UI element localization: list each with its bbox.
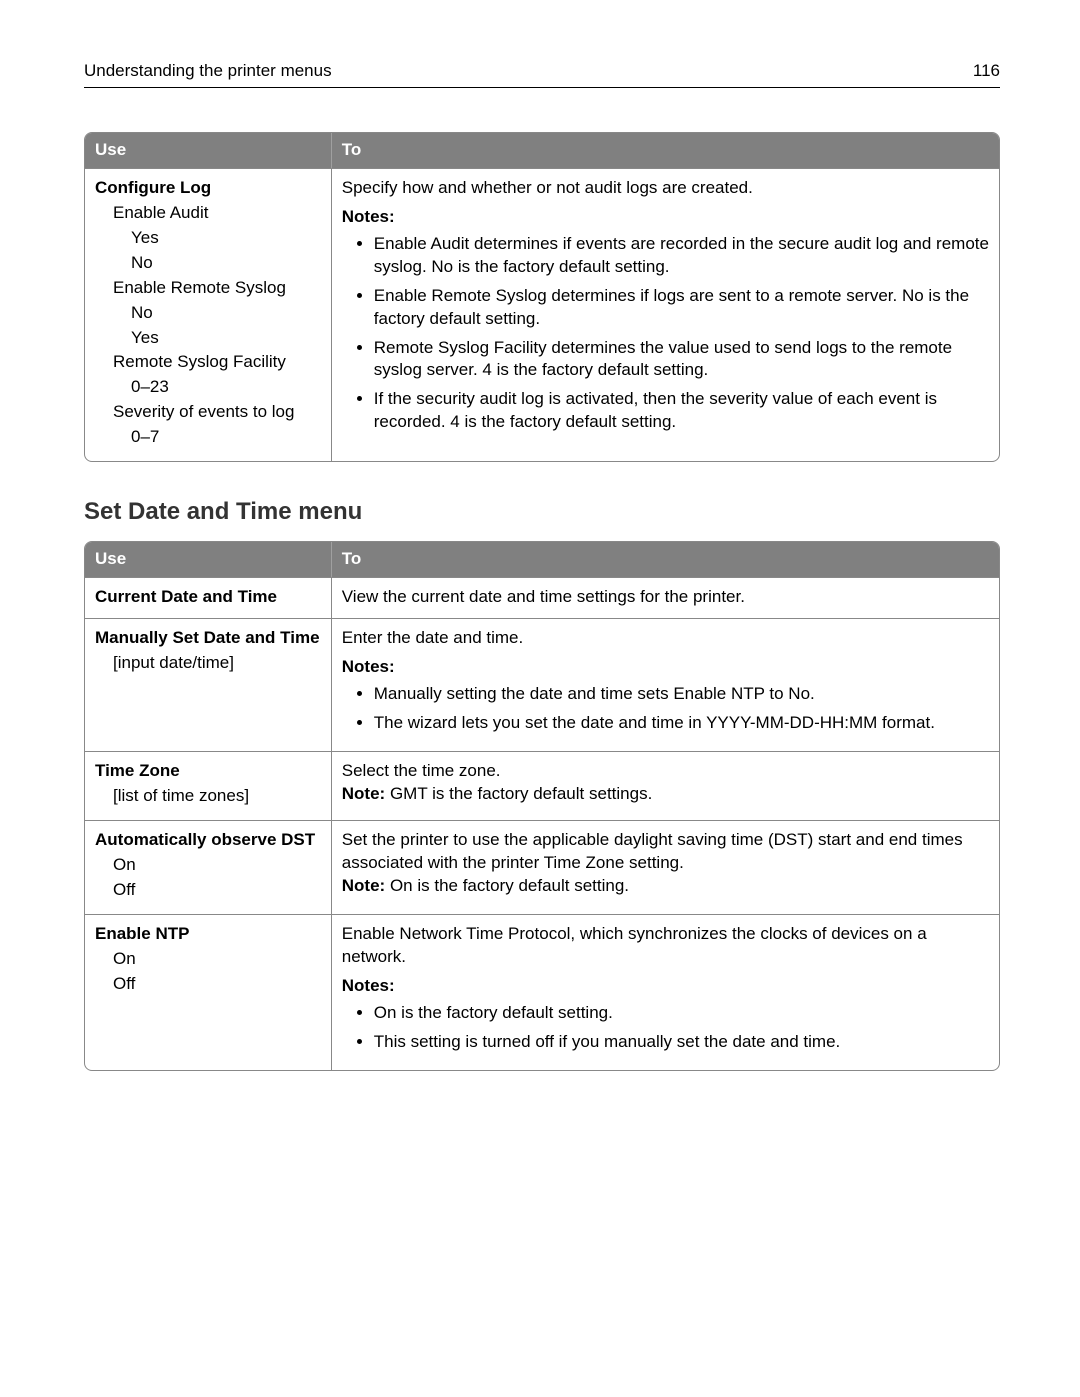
configure-log-notes-label: Notes: [342, 206, 989, 229]
timezone-intro: Select the time zone. [342, 760, 989, 783]
table1-to-cell: Specify how and whether or not audit log… [332, 168, 999, 461]
enable-audit-opt-no: No [95, 252, 321, 275]
dst-intro: Set the printer to use the applicable da… [342, 829, 989, 875]
ntp-title: Enable NTP [95, 923, 321, 946]
ntp-to: Enable Network Time Protocol, which sync… [332, 914, 999, 1070]
current-datetime-use: Current Date and Time [85, 577, 332, 619]
configure-log-note-2: Enable Remote Syslog determines if logs … [374, 285, 989, 331]
manual-datetime-use: Manually Set Date and Time [input date/t… [85, 618, 332, 751]
manual-datetime-note-2: The wizard lets you set the date and tim… [374, 712, 989, 735]
configure-log-intro: Specify how and whether or not audit log… [342, 177, 989, 200]
manual-datetime-note-1: Manually setting the date and time sets … [374, 683, 989, 706]
dst-note-text: On is the factory default setting. [385, 876, 629, 895]
ntp-notes-list: On is the factory default setting. This … [342, 1002, 989, 1054]
timezone-use: Time Zone [list of time zones] [85, 751, 332, 820]
table2-col-to: To [332, 542, 999, 577]
header-page-number: 116 [973, 60, 1000, 83]
current-datetime-intro: View the current date and time settings … [342, 586, 989, 609]
manual-datetime-title: Manually Set Date and Time [95, 627, 321, 650]
timezone-sub: [list of time zones] [95, 785, 321, 808]
manual-datetime-to: Enter the date and time. Notes: Manually… [332, 618, 999, 751]
section-heading: Set Date and Time menu [84, 496, 1000, 528]
table1-col-use: Use [85, 133, 332, 168]
ntp-use: Enable NTP On Off [85, 914, 332, 1070]
row-manual-datetime: Manually Set Date and Time [input date/t… [85, 618, 999, 751]
configure-log-table: Use To Configure Log Enable Audit Yes No… [84, 132, 1000, 462]
running-header: Understanding the printer menus 116 [84, 60, 1000, 88]
configure-log-note-3: Remote Syslog Facility determines the va… [374, 337, 989, 383]
dst-opt-on: On [95, 854, 321, 877]
configure-log-title: Configure Log [95, 177, 321, 200]
table1-col-to: To [332, 133, 999, 168]
dst-title: Automatically observe DST [95, 829, 321, 852]
remote-syslog-facility-label: Remote Syslog Facility [95, 351, 321, 374]
timezone-note: Note: GMT is the factory default setting… [342, 783, 989, 806]
manual-datetime-intro: Enter the date and time. [342, 627, 989, 650]
enable-remote-syslog-opt-yes: Yes [95, 327, 321, 350]
current-datetime-title: Current Date and Time [95, 586, 321, 609]
current-datetime-to: View the current date and time settings … [332, 577, 999, 619]
row-ntp: Enable NTP On Off Enable Network Time Pr… [85, 914, 999, 1070]
severity-range: 0–7 [95, 426, 321, 449]
table1-row: Configure Log Enable Audit Yes No Enable… [85, 168, 999, 461]
row-timezone: Time Zone [list of time zones] Select th… [85, 751, 999, 820]
enable-remote-syslog-label: Enable Remote Syslog [95, 277, 321, 300]
configure-log-notes-list: Enable Audit determines if events are re… [342, 233, 989, 435]
timezone-note-text: GMT is the factory default settings. [385, 784, 652, 803]
dst-opt-off: Off [95, 879, 321, 902]
timezone-to: Select the time zone. Note: GMT is the f… [332, 751, 999, 820]
ntp-opt-off: Off [95, 973, 321, 996]
timezone-note-label: Note: [342, 784, 385, 803]
page: Understanding the printer menus 116 Use … [0, 0, 1080, 1397]
ntp-note-2: This setting is turned off if you manual… [374, 1031, 989, 1054]
severity-label: Severity of events to log [95, 401, 321, 424]
manual-datetime-sub: [input date/time] [95, 652, 321, 675]
dst-note-label: Note: [342, 876, 385, 895]
enable-remote-syslog-opt-no: No [95, 302, 321, 325]
dst-note: Note: On is the factory default setting. [342, 875, 989, 898]
enable-audit-opt-yes: Yes [95, 227, 321, 250]
manual-datetime-notes-label: Notes: [342, 656, 989, 679]
dst-to: Set the printer to use the applicable da… [332, 820, 999, 914]
row-current-datetime: Current Date and Time View the current d… [85, 577, 999, 619]
table2-col-use: Use [85, 542, 332, 577]
header-title: Understanding the printer menus [84, 60, 332, 83]
manual-datetime-notes-list: Manually setting the date and time sets … [342, 683, 989, 735]
timezone-title: Time Zone [95, 760, 321, 783]
configure-log-note-4: If the security audit log is activated, … [374, 388, 989, 434]
dst-use: Automatically observe DST On Off [85, 820, 332, 914]
ntp-opt-on: On [95, 948, 321, 971]
date-time-table: Use To Current Date and Time View the cu… [84, 541, 1000, 1071]
table1-use-cell: Configure Log Enable Audit Yes No Enable… [85, 168, 332, 461]
ntp-intro: Enable Network Time Protocol, which sync… [342, 923, 989, 969]
ntp-note-1: On is the factory default setting. [374, 1002, 989, 1025]
remote-syslog-facility-range: 0–23 [95, 376, 321, 399]
ntp-notes-label: Notes: [342, 975, 989, 998]
row-dst: Automatically observe DST On Off Set the… [85, 820, 999, 914]
enable-audit-label: Enable Audit [95, 202, 321, 225]
configure-log-note-1: Enable Audit determines if events are re… [374, 233, 989, 279]
